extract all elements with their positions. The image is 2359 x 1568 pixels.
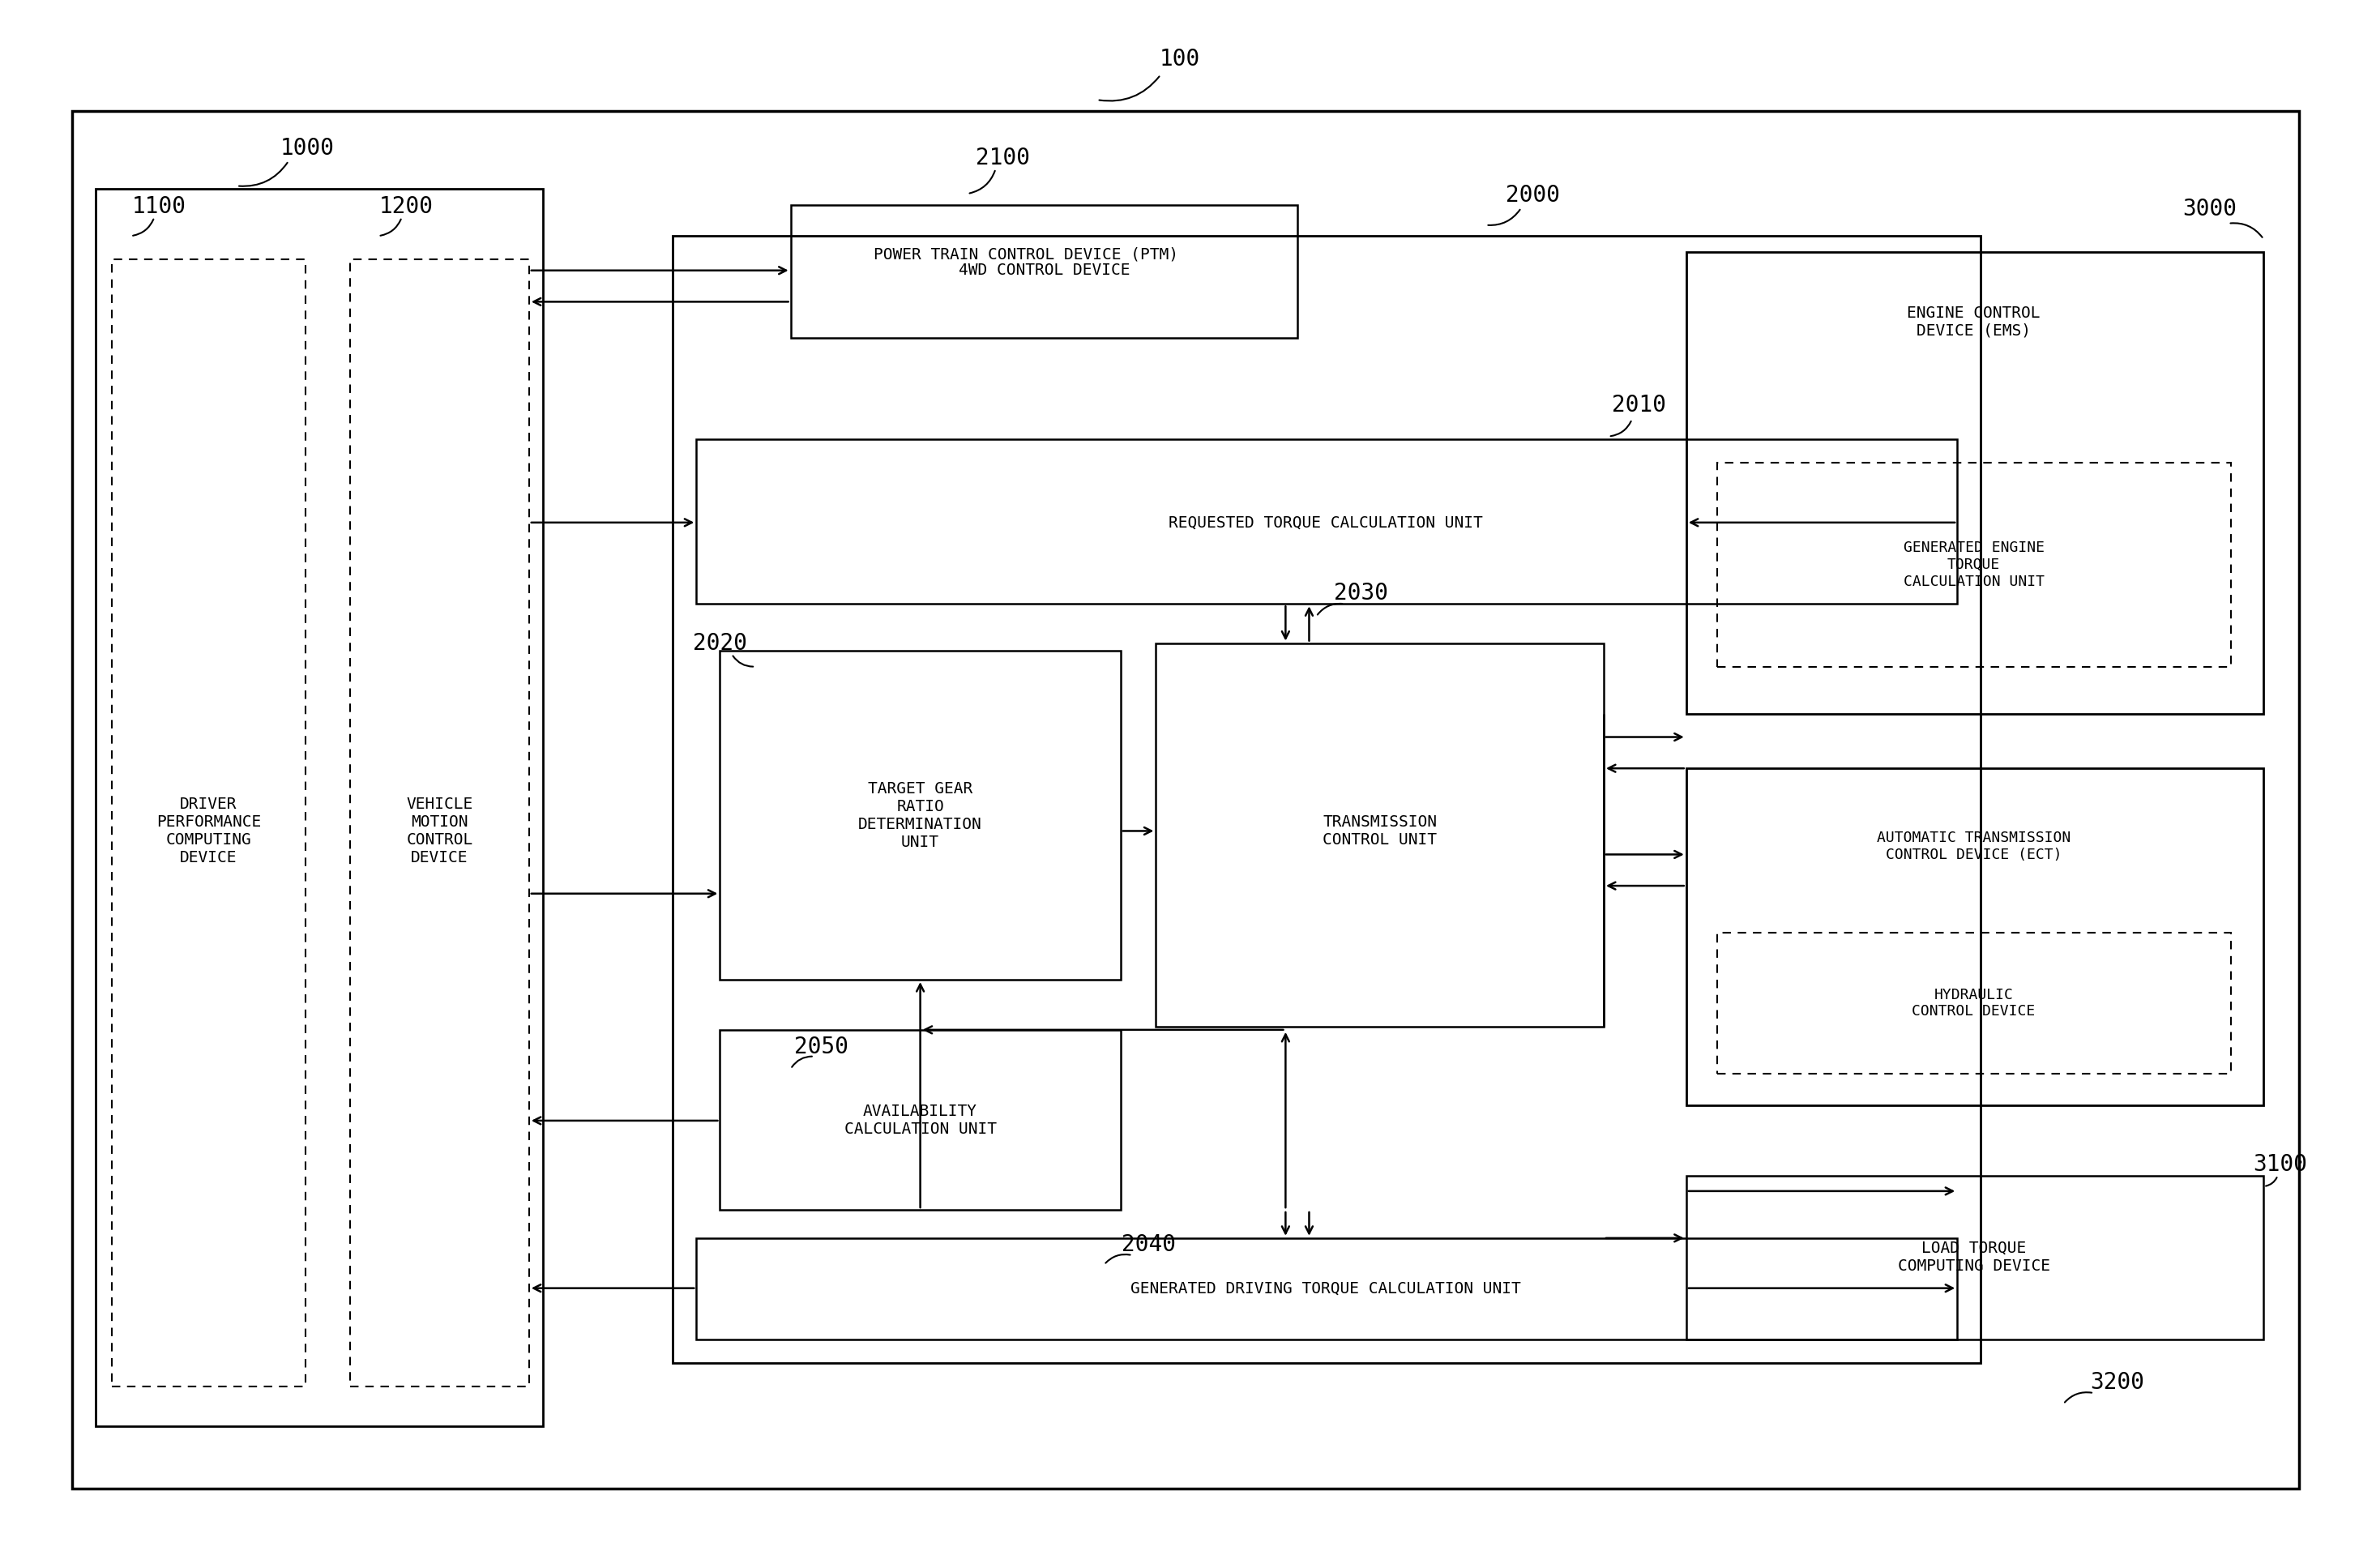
Bar [1156, 643, 1604, 1027]
Bar [672, 237, 1982, 1363]
Text: POWER TRAIN CONTROL DEVICE (PTM): POWER TRAIN CONTROL DEVICE (PTM) [873, 248, 1180, 262]
Text: 3200: 3200 [2090, 1370, 2144, 1394]
Bar [790, 205, 1297, 337]
Bar [71, 111, 2300, 1488]
Bar [1687, 768, 2265, 1105]
Text: 2020: 2020 [694, 632, 748, 654]
Text: 4WD CONTROL DEVICE: 4WD CONTROL DEVICE [958, 263, 1130, 278]
Text: 100: 100 [1158, 47, 1201, 71]
Text: 2100: 2100 [977, 146, 1031, 169]
Text: 2040: 2040 [1123, 1232, 1177, 1256]
Text: GENERATED DRIVING TORQUE CALCULATION UNIT: GENERATED DRIVING TORQUE CALCULATION UNI… [1130, 1281, 1522, 1295]
Bar [94, 190, 543, 1425]
Text: TARGET GEAR
RATIO
DETERMINATION
UNIT: TARGET GEAR RATIO DETERMINATION UNIT [859, 781, 981, 850]
Text: 3100: 3100 [2253, 1152, 2307, 1176]
Text: AVAILABILITY
CALCULATION UNIT: AVAILABILITY CALCULATION UNIT [845, 1104, 995, 1137]
Text: AUTOMATIC TRANSMISSION
CONTROL DEVICE (ECT): AUTOMATIC TRANSMISSION CONTROL DEVICE (E… [1878, 831, 2071, 862]
Text: HYDRAULIC
CONTROL DEVICE: HYDRAULIC CONTROL DEVICE [1913, 988, 2036, 1019]
Text: GENERATED ENGINE
TORQUE
CALCULATION UNIT: GENERATED ENGINE TORQUE CALCULATION UNIT [1904, 541, 2045, 590]
Text: VEHICLE
MOTION
CONTROL
DEVICE: VEHICLE MOTION CONTROL DEVICE [406, 797, 472, 866]
Bar [349, 259, 528, 1386]
Bar [111, 259, 304, 1386]
Text: 2000: 2000 [1505, 183, 1559, 207]
Text: REQUESTED TORQUE CALCULATION UNIT: REQUESTED TORQUE CALCULATION UNIT [1168, 514, 1484, 530]
Text: 1000: 1000 [281, 136, 335, 160]
Bar [1687, 1176, 2265, 1339]
Text: DRIVER
PERFORMANCE
COMPUTING
DEVICE: DRIVER PERFORMANCE COMPUTING DEVICE [156, 797, 262, 866]
Text: 2030: 2030 [1333, 582, 1387, 604]
Text: 2010: 2010 [1611, 394, 1665, 417]
Bar [719, 1030, 1121, 1210]
Bar [1687, 251, 2265, 713]
Text: TRANSMISSION
CONTROL UNIT: TRANSMISSION CONTROL UNIT [1323, 814, 1437, 848]
Text: 1200: 1200 [380, 194, 434, 218]
Bar [1717, 463, 2232, 666]
Text: LOAD TORQUE
COMPUTING DEVICE: LOAD TORQUE COMPUTING DEVICE [1897, 1240, 2050, 1273]
Text: 1100: 1100 [132, 194, 186, 218]
Bar [1717, 933, 2232, 1074]
Bar [719, 651, 1121, 980]
Bar [696, 439, 1958, 604]
Bar [696, 1239, 1958, 1339]
Text: ENGINE CONTROL
DEVICE (EMS): ENGINE CONTROL DEVICE (EMS) [1906, 306, 2041, 339]
Text: 3000: 3000 [2182, 198, 2236, 221]
Text: 2050: 2050 [795, 1036, 849, 1058]
